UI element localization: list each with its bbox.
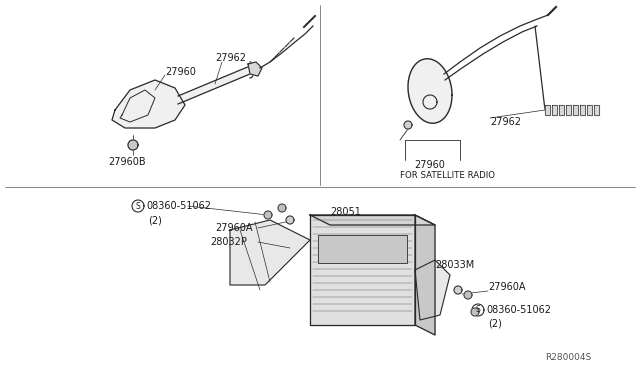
Text: 08360-51062: 08360-51062 bbox=[486, 305, 551, 315]
Text: 28032P: 28032P bbox=[210, 237, 247, 247]
Polygon shape bbox=[128, 140, 138, 150]
Bar bbox=[594, 105, 599, 115]
Polygon shape bbox=[404, 121, 412, 129]
Text: (2): (2) bbox=[488, 319, 502, 329]
Text: 27960A: 27960A bbox=[215, 223, 253, 233]
Text: R280004S: R280004S bbox=[545, 353, 591, 362]
Text: 27960: 27960 bbox=[415, 160, 445, 170]
Bar bbox=[566, 105, 571, 115]
Polygon shape bbox=[178, 66, 250, 104]
Polygon shape bbox=[264, 211, 272, 219]
Text: FOR SATELLITE RADIO: FOR SATELLITE RADIO bbox=[400, 170, 495, 180]
Bar bbox=[318, 235, 407, 263]
Polygon shape bbox=[310, 215, 435, 225]
Bar bbox=[587, 105, 592, 115]
Bar bbox=[545, 105, 550, 115]
Polygon shape bbox=[278, 204, 286, 212]
Polygon shape bbox=[408, 59, 452, 123]
Polygon shape bbox=[415, 215, 435, 335]
Bar bbox=[580, 105, 585, 115]
Polygon shape bbox=[423, 95, 437, 109]
Text: 28051: 28051 bbox=[330, 207, 361, 217]
Text: S: S bbox=[136, 202, 140, 211]
Polygon shape bbox=[454, 286, 462, 294]
Text: 27960: 27960 bbox=[165, 67, 196, 77]
Text: 27962: 27962 bbox=[490, 117, 521, 127]
Text: 27962: 27962 bbox=[215, 53, 246, 63]
Text: 28033M: 28033M bbox=[435, 260, 474, 270]
Polygon shape bbox=[464, 291, 472, 299]
Bar bbox=[559, 105, 564, 115]
Polygon shape bbox=[112, 80, 185, 128]
Text: 08360-51062: 08360-51062 bbox=[146, 201, 211, 211]
Text: 27960B: 27960B bbox=[108, 157, 146, 167]
Bar bbox=[552, 105, 557, 115]
Polygon shape bbox=[415, 260, 450, 320]
Polygon shape bbox=[230, 220, 310, 285]
Text: (2): (2) bbox=[148, 215, 162, 225]
Text: S: S bbox=[476, 305, 481, 314]
Polygon shape bbox=[248, 62, 262, 76]
Text: 27960A: 27960A bbox=[488, 282, 525, 292]
Polygon shape bbox=[471, 308, 479, 316]
Bar bbox=[573, 105, 578, 115]
Polygon shape bbox=[310, 215, 415, 325]
Polygon shape bbox=[286, 216, 294, 224]
